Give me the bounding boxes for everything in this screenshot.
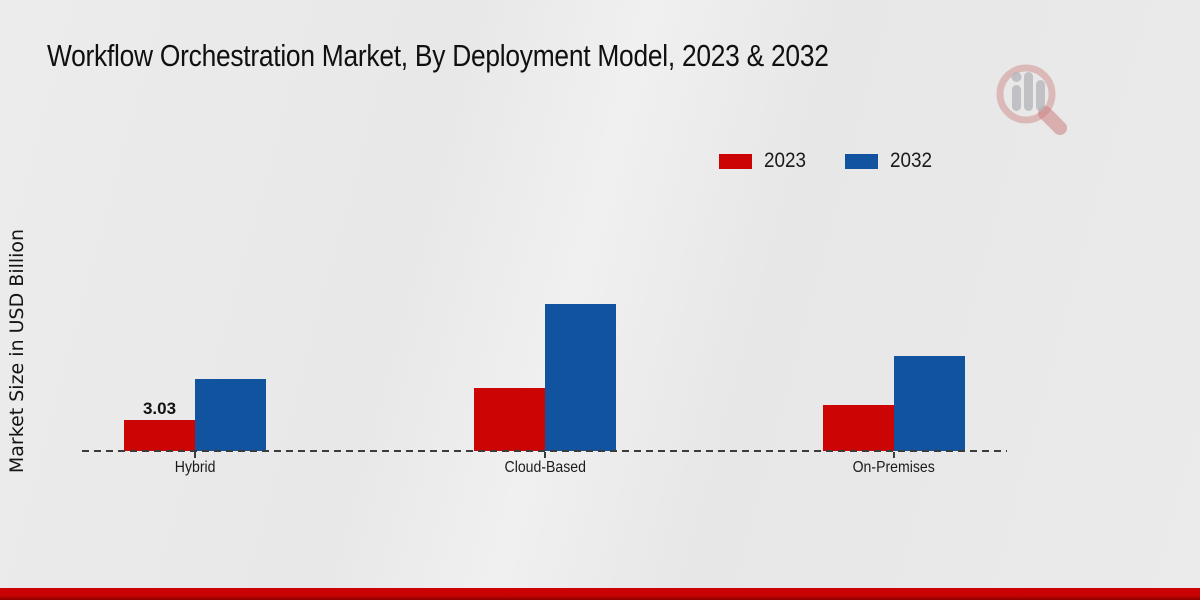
page-title: Workflow Orchestration Market, By Deploy… [47, 38, 829, 73]
legend-label: 2032 [889, 149, 932, 172]
category-tick [544, 452, 546, 458]
category-tick [893, 452, 895, 458]
category-label-text: Hybrid [174, 459, 216, 476]
footer-band [0, 588, 1200, 600]
bar-on-premises-2032 [894, 356, 965, 451]
category-label-on-premises: On-Premises [814, 459, 974, 477]
x-axis-baseline [82, 450, 1007, 452]
bar-hybrid-2023: 3.03 [124, 399, 195, 451]
category-label-text: On-Premises [852, 459, 936, 476]
bar-hybrid-2032 [195, 379, 266, 451]
magnifier-bar-chart-logo-icon [996, 64, 1067, 135]
category-tick [194, 452, 196, 458]
legend-item-2023: 2023 [719, 149, 811, 173]
legend-item-2032: 2032 [844, 149, 937, 173]
legend-swatch-2032 [844, 153, 878, 169]
legend-swatch-2023 [719, 153, 752, 169]
bar-on-premises-2023 [823, 405, 894, 451]
legend: 2023 2032 [719, 149, 936, 173]
category-label-hybrid: Hybrid [115, 459, 275, 477]
bar-value-label: 3.03 [142, 399, 177, 418]
category-label-cloud-based: Cloud-Based [465, 459, 625, 477]
category-label-text: Cloud-Based [504, 459, 586, 476]
bar-cloud-based-2023 [474, 388, 545, 451]
legend-label: 2023 [764, 149, 807, 172]
bar-cloud-based-2032 [545, 304, 616, 451]
